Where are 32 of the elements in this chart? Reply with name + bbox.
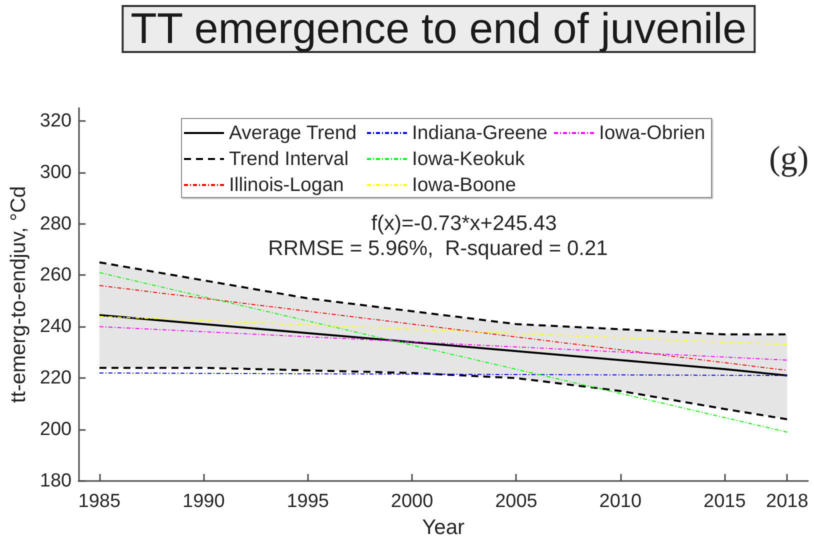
y-tick-label: 220 <box>40 368 72 389</box>
y-tick-label: 280 <box>40 213 72 234</box>
x-tick-label: 2005 <box>495 491 538 512</box>
legend-label: Illinois-Logan <box>229 174 344 196</box>
x-tick-label: 1995 <box>286 491 329 512</box>
legend-label: Iowa-Obrien <box>599 122 706 144</box>
y-tick-label: 260 <box>40 264 72 286</box>
y-tick-label: 200 <box>40 419 72 440</box>
y-tick-label: 320 <box>40 110 72 132</box>
legend-label: Iowa-Boone <box>412 174 516 196</box>
legend-label: Average Trend <box>229 122 357 144</box>
y-tick-label: 300 <box>40 162 72 183</box>
annotation: RRMSE = 5.96%, R-squared = 0.21 <box>268 237 608 260</box>
x-tick-label: 1985 <box>78 491 121 512</box>
legend-label: Indiana-Greene <box>412 122 548 144</box>
annotation: f(x)=-0.73*x+245.43 <box>371 212 557 235</box>
x-tick-label: 1990 <box>182 491 225 512</box>
y-tick-label: 180 <box>40 470 72 492</box>
x-tick-label: 2010 <box>599 491 642 512</box>
y-axis-title: tt-emerg-to-endjuv, °Cd <box>7 186 30 403</box>
x-tick-label: 2015 <box>704 491 746 512</box>
line-series <box>98 261 788 336</box>
x-tick-label: 2000 <box>390 491 434 512</box>
line-series <box>98 314 788 377</box>
chart-title: TT emergence to end of juvenile <box>130 5 747 53</box>
line-series <box>98 366 788 420</box>
x-tick-label: 2018 <box>766 491 808 512</box>
x-axis-title: Year <box>422 516 465 539</box>
annotation: (g) <box>769 140 809 178</box>
legend-label: Trend Interval <box>229 148 349 170</box>
legend-label: Iowa-Keokuk <box>412 148 525 170</box>
y-tick-label: 240 <box>40 316 72 338</box>
